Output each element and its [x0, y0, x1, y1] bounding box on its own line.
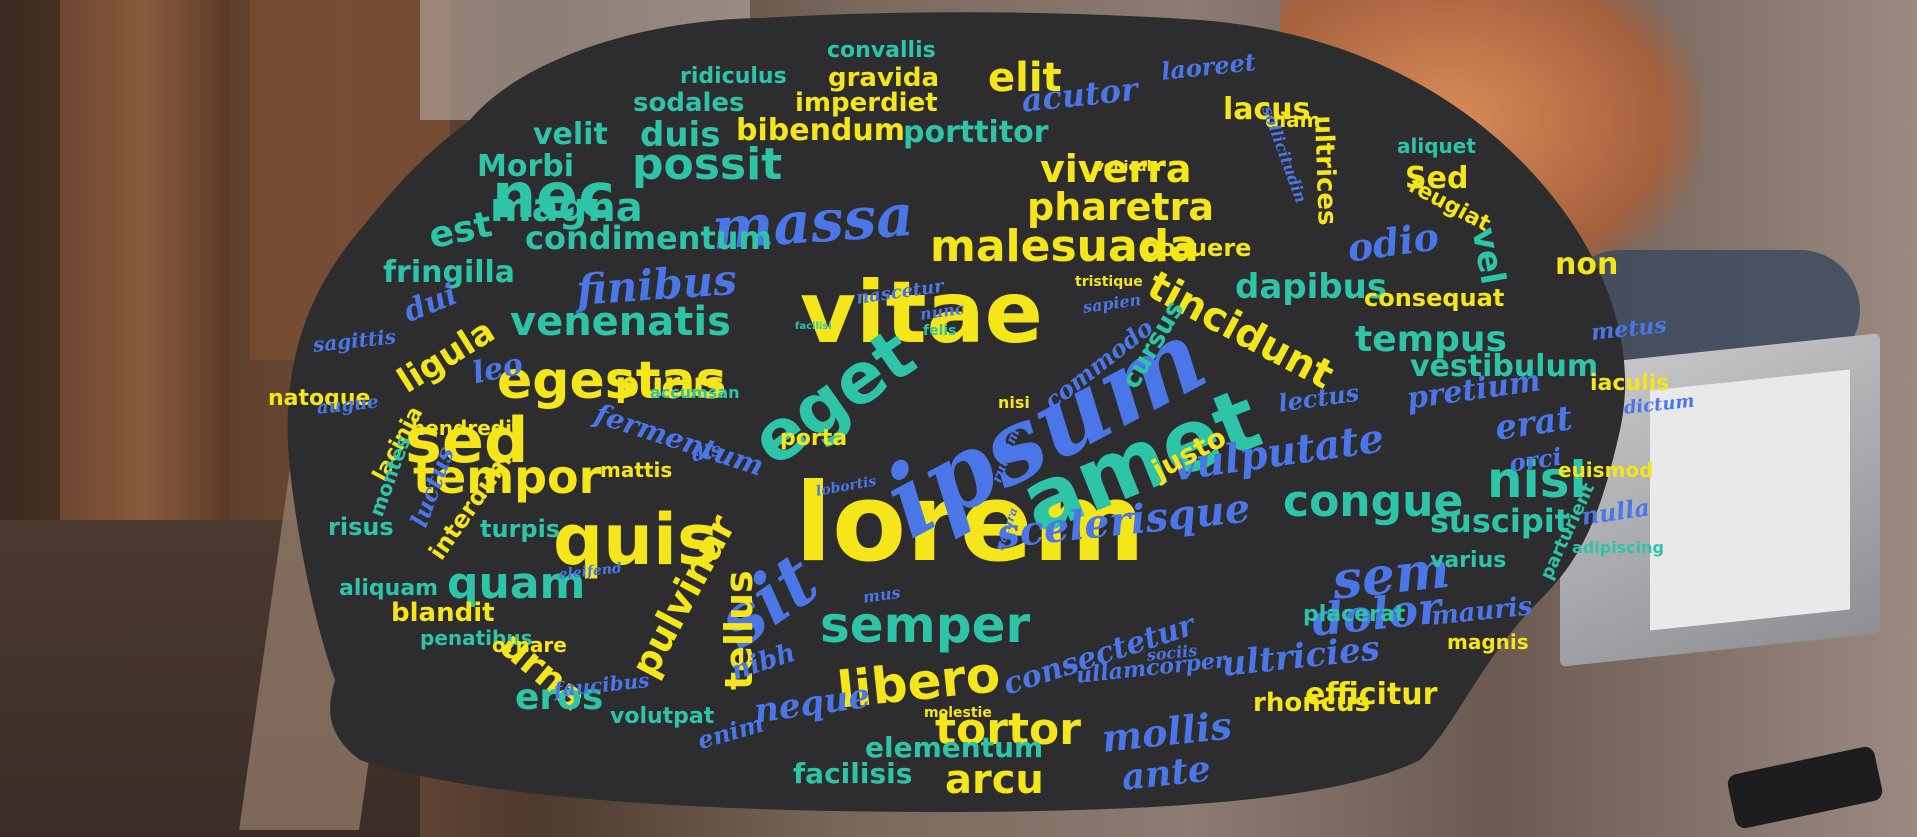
cloud-word: arcu [945, 757, 1044, 803]
cloud-word: placerat [1303, 602, 1406, 627]
cloud-word: fringilla [383, 255, 516, 290]
cloud-word: natoque [268, 386, 371, 411]
cloud-word: eros [515, 677, 604, 718]
doorframe [60, 0, 230, 520]
cloud-word: magnis [1447, 630, 1529, 654]
cloud-word: facilisis [793, 757, 913, 790]
cloud-word: gravida [828, 63, 939, 93]
cloud-word: quam [447, 558, 586, 609]
cloud-word: volutpat [610, 704, 715, 729]
cloud-word: blandit [391, 598, 495, 628]
cloud-word: quis [553, 499, 719, 581]
cloud-word: condimentum [525, 219, 772, 257]
cloud-word: nisl [1487, 451, 1587, 509]
cloud-word: risus [328, 513, 394, 541]
cloud-word: euismod [1558, 458, 1654, 482]
cloud-word: consequat [1364, 284, 1505, 312]
cloud-word: venenatis [510, 299, 731, 345]
cloud-word: malesuada [930, 221, 1199, 272]
cloud-word: vitae [800, 263, 1044, 363]
cloud-blob [287, 12, 1626, 812]
cloud-word: molestie [924, 705, 992, 721]
cloud-word: vel [1463, 224, 1513, 288]
cloud-word: aliquam [339, 576, 439, 601]
cloud-word: efficitur [1305, 677, 1438, 712]
cloud-word: non [1555, 247, 1619, 282]
cloud-word: ornare [492, 633, 567, 657]
cloud-word: penatibus [420, 626, 533, 650]
cloud-word: elit [988, 55, 1062, 101]
cloud-word: diam [1265, 108, 1321, 132]
cloud-word: pharetra [1027, 185, 1214, 229]
cloud-word: convallis [827, 38, 936, 63]
cloud-word: sodales [633, 88, 745, 118]
cloud-word: purus [615, 365, 725, 405]
cloud-word: ante [1119, 747, 1213, 799]
cloud-word: viverra [1040, 147, 1192, 191]
cloud-word: porta [780, 426, 848, 451]
cloud-word: possit [632, 139, 783, 190]
cloud-word: ridiculus [680, 64, 787, 89]
cloud-word: finibus [574, 254, 739, 315]
cloud-word: felis [923, 323, 957, 339]
cloud-word: Sed [1405, 161, 1469, 196]
cloud-word: duis [640, 115, 721, 155]
cloud-word: magna [490, 185, 643, 231]
cloud-word: ultrices [1308, 114, 1342, 227]
cloud-word: rhoncus [1253, 688, 1371, 718]
cloud-word: Morbi [477, 149, 575, 184]
cloud-word: facilisi [795, 321, 832, 332]
cloud-word: egestas [497, 351, 727, 411]
cloud-word: posuere [1142, 234, 1252, 262]
cloud-word: mattis [600, 458, 673, 482]
cloud-word: imperdiet [795, 88, 938, 118]
cloud-word: bibendum [736, 113, 906, 148]
cloud-word: erat [1492, 398, 1575, 449]
cloud-word: velit [533, 117, 608, 152]
cloud-word: accumsan [650, 383, 740, 402]
cloud-word: vehicula [1095, 159, 1161, 175]
cloud-word: nec [492, 159, 615, 232]
cloud-word: aliquet [1397, 134, 1476, 158]
cloud-word: sed [405, 404, 529, 477]
cloud-word: porttitor [903, 115, 1049, 150]
cloud-word: tortor [935, 704, 1081, 755]
cloud-word: lorem [795, 461, 1146, 586]
cloud-word: nisi [998, 393, 1030, 412]
cloud-word: dapibus [1235, 267, 1388, 307]
cloud-word: varius [1430, 548, 1507, 573]
cloud-word: semper [820, 596, 1031, 654]
cloud-word: congue [1283, 476, 1464, 527]
cloud-word: tempor [413, 450, 602, 504]
cloud-word: turpis [480, 515, 561, 543]
cloud-word: orci [1507, 441, 1564, 478]
cloud-word: vestibulum [1410, 349, 1599, 384]
cloud-word: hendredit [411, 416, 522, 440]
cloud-word: adipiscing [1572, 538, 1665, 557]
cloud-word: suscipit [1430, 502, 1570, 540]
cloud-word: elementum [865, 731, 1044, 764]
cloud-word: iaculis [1590, 371, 1670, 396]
cloud-word: tempus [1355, 319, 1507, 360]
cloud-word: lacus [1223, 92, 1311, 127]
cloud-word: tristique [1075, 274, 1143, 290]
